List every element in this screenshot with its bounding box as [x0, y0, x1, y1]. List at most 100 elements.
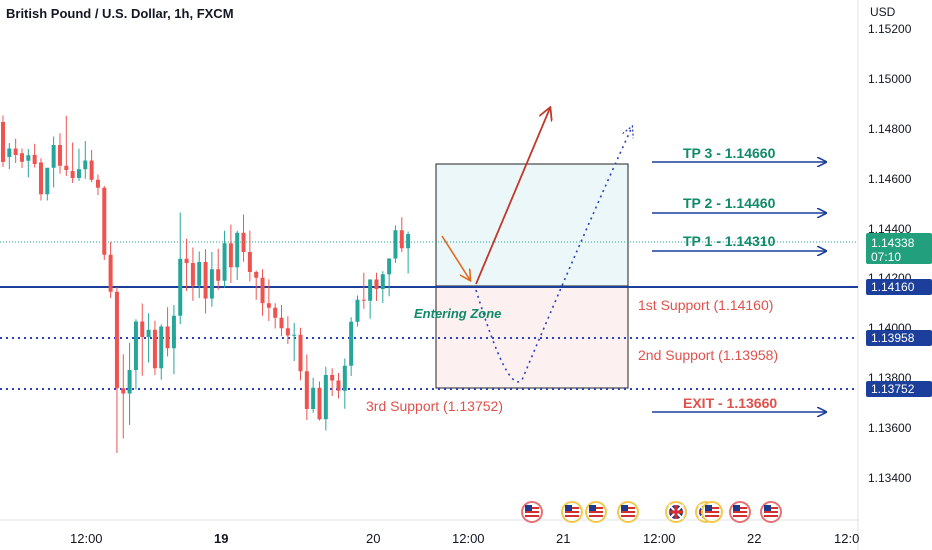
- candle-body: [146, 329, 151, 337]
- us-flag-icon[interactable]: [760, 501, 782, 523]
- entry-arrow[interactable]: [441, 235, 470, 280]
- candle[interactable]: [108, 242, 113, 298]
- candle[interactable]: [184, 238, 189, 291]
- candle[interactable]: [241, 214, 246, 262]
- candle[interactable]: [171, 305, 176, 375]
- candle[interactable]: [273, 303, 278, 329]
- candle[interactable]: [70, 142, 75, 184]
- us-flag-icon[interactable]: [521, 501, 543, 523]
- candle[interactable]: [266, 279, 271, 321]
- candle[interactable]: [83, 141, 88, 179]
- candle[interactable]: [7, 143, 12, 169]
- candle[interactable]: [298, 327, 303, 381]
- x-tick-label: 12:00: [452, 531, 485, 546]
- candle[interactable]: [13, 138, 18, 163]
- candle[interactable]: [254, 270, 259, 300]
- y-tick-label: 1.14400: [868, 222, 912, 236]
- support-3-label: 3rd Support (1.13752): [366, 398, 503, 414]
- candle[interactable]: [64, 115, 69, 176]
- candle[interactable]: [26, 149, 31, 178]
- uk-flag-icon[interactable]: [665, 501, 687, 523]
- y-tick-label: 1.15000: [868, 72, 912, 86]
- candle[interactable]: [285, 316, 290, 344]
- bullish-projection-arrow[interactable]: [475, 108, 550, 285]
- currency-label: USD: [870, 5, 896, 19]
- candle[interactable]: [406, 231, 411, 274]
- event-flags[interactable]: [521, 501, 782, 523]
- candle[interactable]: [209, 252, 214, 307]
- current-price-badge: [866, 233, 932, 264]
- candle[interactable]: [102, 186, 107, 260]
- candle[interactable]: [146, 313, 151, 363]
- candle[interactable]: [51, 136, 56, 188]
- entry-zone-box[interactable]: [435, 286, 629, 389]
- candle[interactable]: [222, 230, 227, 288]
- candle[interactable]: [133, 319, 138, 390]
- candle[interactable]: [178, 212, 183, 325]
- candle-body: [114, 291, 119, 389]
- candle[interactable]: [380, 271, 385, 303]
- us-flag-icon[interactable]: [617, 501, 639, 523]
- candle-body: [330, 375, 335, 381]
- candle[interactable]: [317, 381, 322, 421]
- us-flag-icon[interactable]: [561, 501, 583, 523]
- candle-body: [279, 317, 284, 329]
- candle[interactable]: [228, 224, 233, 284]
- candle-body: [152, 329, 157, 369]
- candle-body: [26, 155, 31, 161]
- candle-body: [380, 274, 385, 289]
- candle[interactable]: [190, 247, 195, 301]
- candle[interactable]: [89, 150, 94, 183]
- us-flag-icon[interactable]: [585, 501, 607, 523]
- candle[interactable]: [235, 230, 240, 280]
- candle[interactable]: [95, 174, 100, 196]
- candle-body: [95, 179, 100, 188]
- dotted-projection-path[interactable]: [475, 127, 632, 383]
- candle-body: [159, 326, 164, 369]
- candle[interactable]: [114, 287, 119, 453]
- candle[interactable]: [355, 295, 360, 327]
- us-flag-icon[interactable]: [729, 501, 751, 523]
- candle[interactable]: [165, 307, 170, 357]
- candle[interactable]: [197, 251, 202, 299]
- candle[interactable]: [76, 148, 81, 181]
- candle[interactable]: [399, 217, 404, 252]
- us-flag-icon[interactable]: [701, 501, 723, 523]
- candle[interactable]: [330, 368, 335, 396]
- current-price-value: 1.14338: [871, 236, 915, 250]
- target-zone-box[interactable]: [435, 163, 629, 287]
- candle[interactable]: [203, 249, 208, 314]
- candle[interactable]: [57, 133, 62, 174]
- candle[interactable]: [292, 322, 297, 361]
- candle[interactable]: [38, 158, 43, 201]
- candle[interactable]: [323, 366, 328, 431]
- candle[interactable]: [368, 279, 373, 319]
- candle[interactable]: [387, 258, 392, 297]
- candle[interactable]: [140, 303, 145, 376]
- candle[interactable]: [311, 377, 316, 413]
- candle[interactable]: [342, 358, 347, 409]
- candle[interactable]: [159, 324, 164, 380]
- candle[interactable]: [19, 148, 24, 169]
- candle-body: [355, 299, 360, 322]
- candle[interactable]: [1, 115, 5, 168]
- candle[interactable]: [32, 143, 37, 168]
- candle-body: [298, 334, 303, 372]
- candle[interactable]: [279, 305, 284, 337]
- candle[interactable]: [247, 230, 252, 282]
- candle[interactable]: [152, 320, 157, 375]
- chart-title: British Pound / U.S. Dollar, 1h, FXCM: [6, 6, 234, 21]
- candle[interactable]: [336, 373, 341, 399]
- candle[interactable]: [260, 269, 265, 316]
- candle[interactable]: [374, 272, 379, 301]
- candle[interactable]: [121, 354, 126, 439]
- candle[interactable]: [304, 354, 309, 421]
- candle[interactable]: [45, 167, 50, 201]
- candle-body: [311, 387, 316, 409]
- candle[interactable]: [349, 317, 354, 376]
- candle[interactable]: [127, 343, 132, 425]
- candle[interactable]: [393, 225, 398, 263]
- candle[interactable]: [216, 248, 221, 290]
- candle[interactable]: [361, 272, 366, 309]
